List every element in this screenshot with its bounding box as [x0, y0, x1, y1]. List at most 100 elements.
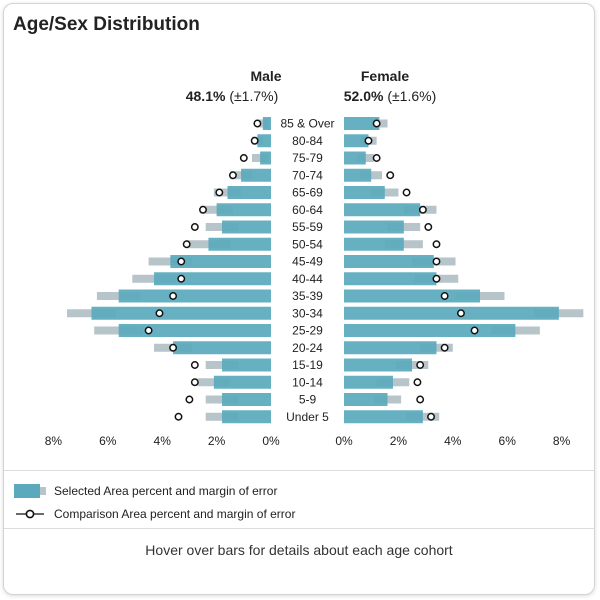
female-comparison-marker: [432, 274, 441, 283]
age-label: 25-29: [292, 324, 323, 338]
male-bar[interactable]: [262, 117, 271, 130]
age-label: Under 5: [286, 410, 329, 424]
male-bar[interactable]: [170, 255, 271, 268]
age-label: 20-24: [292, 341, 323, 355]
male-bar[interactable]: [222, 358, 271, 372]
female-comparison-marker: [413, 378, 422, 387]
female-bar[interactable]: [344, 203, 421, 217]
female-comparison-marker: [372, 119, 381, 128]
female-comparison-marker: [424, 223, 433, 231]
female-bar[interactable]: [344, 341, 437, 355]
age-label: 45-49: [292, 255, 323, 269]
age-row[interactable]: 15-19: [190, 358, 429, 372]
female-bar[interactable]: [344, 324, 516, 337]
age-label: 85 & Over: [280, 117, 334, 131]
female-bar[interactable]: [344, 134, 369, 148]
female-bar[interactable]: [344, 306, 559, 320]
female-total: 52.0% (±1.6%): [290, 88, 490, 104]
male-moe-bar: [67, 309, 116, 318]
male-comparison-marker: [144, 326, 153, 335]
female-comparison-marker: [427, 412, 435, 421]
male-bar[interactable]: [260, 151, 271, 165]
x-tick-label: 4%: [154, 434, 172, 448]
female-comparison-marker: [416, 361, 425, 369]
age-label: 75-79: [292, 151, 323, 165]
age-row[interactable]: 10-14: [190, 375, 422, 389]
female-bar[interactable]: [344, 410, 423, 424]
female-bar[interactable]: [344, 117, 380, 130]
age-row[interactable]: 50-54: [182, 237, 441, 251]
male-comparison-marker: [190, 361, 199, 369]
male-bar[interactable]: [227, 186, 271, 199]
male-bar[interactable]: [222, 220, 271, 234]
age-row[interactable]: 45-49: [148, 255, 456, 269]
age-label: 60-64: [292, 203, 323, 217]
female-comparison-marker: [402, 188, 411, 197]
male-bar[interactable]: [216, 203, 271, 217]
male-comparison-marker: [250, 136, 259, 145]
male-bar[interactable]: [257, 134, 271, 148]
male-bar[interactable]: [154, 272, 271, 286]
female-bar[interactable]: [344, 255, 434, 268]
comparison-marker-icon: [16, 509, 44, 519]
male-bar[interactable]: [222, 410, 271, 424]
age-row[interactable]: 55-59: [190, 220, 433, 234]
male-comparison-marker: [185, 395, 194, 404]
female-bar[interactable]: [344, 186, 385, 199]
female-bar[interactable]: [344, 168, 372, 182]
age-row[interactable]: 70-74: [228, 168, 395, 182]
age-row[interactable]: Under 5: [174, 410, 440, 424]
age-row[interactable]: 35-39: [96, 289, 505, 303]
female-heading: Female: [360, 68, 410, 84]
female-comparison-marker: [432, 240, 441, 249]
male-comparison-marker: [169, 343, 178, 352]
male-bar[interactable]: [222, 393, 271, 406]
age-row[interactable]: 65-69: [213, 186, 411, 200]
male-comparison-marker: [174, 412, 183, 421]
male-bar[interactable]: [173, 341, 271, 355]
female-bar[interactable]: [344, 220, 404, 234]
male-comparison-marker: [182, 240, 191, 249]
male-bar[interactable]: [118, 289, 272, 303]
female-moe: (±1.6%): [387, 88, 437, 104]
age-row[interactable]: 75-79: [239, 151, 381, 165]
age-row[interactable]: 40-44: [132, 272, 459, 286]
female-bar[interactable]: [344, 272, 437, 286]
age-row[interactable]: 5-9: [185, 393, 425, 407]
x-tick-label: 8%: [553, 434, 571, 448]
age-row[interactable]: 20-24: [154, 341, 453, 355]
male-comparison-marker: [190, 378, 199, 387]
legend-comparison: Comparison Area percent and margin of er…: [14, 507, 295, 521]
male-comparison-marker: [228, 171, 237, 180]
female-bar[interactable]: [344, 237, 404, 251]
female-bar[interactable]: [344, 289, 480, 303]
age-row[interactable]: 30-34: [67, 306, 584, 320]
age-label: 5-9: [299, 393, 317, 407]
legend-selected: Selected Area percent and margin of erro…: [14, 484, 277, 498]
female-bar[interactable]: [344, 375, 393, 389]
age-label: 10-14: [292, 375, 323, 389]
hover-hint: Hover over bars for details about each a…: [145, 542, 453, 558]
male-bar[interactable]: [118, 324, 272, 337]
age-label: 40-44: [292, 272, 323, 286]
age-label: 30-34: [292, 306, 323, 320]
male-bar[interactable]: [208, 237, 271, 251]
age-row[interactable]: 85 & Over: [253, 117, 388, 131]
age-row[interactable]: 80-84: [250, 134, 377, 148]
male-moe-bar: [230, 171, 252, 180]
female-bar[interactable]: [344, 358, 412, 372]
female-bar[interactable]: [344, 393, 388, 406]
female-moe-bar: [376, 378, 410, 387]
male-bar[interactable]: [241, 168, 271, 182]
male-bar[interactable]: [91, 306, 271, 320]
age-row[interactable]: 60-64: [199, 203, 437, 217]
female-bar[interactable]: [344, 151, 366, 165]
x-tick-label: 0%: [335, 434, 353, 448]
male-bar[interactable]: [213, 375, 271, 389]
age-row[interactable]: 25-29: [94, 324, 540, 338]
female-moe-bar: [373, 395, 402, 404]
female-moe-bar: [490, 326, 540, 335]
pyramid-chart[interactable]: 85 & Over 80-84 75-79 70-74 65-69 60-64 55-59 5…: [4, 4, 595, 464]
hint-divider: [4, 528, 594, 529]
age-label: 15-19: [292, 358, 323, 372]
